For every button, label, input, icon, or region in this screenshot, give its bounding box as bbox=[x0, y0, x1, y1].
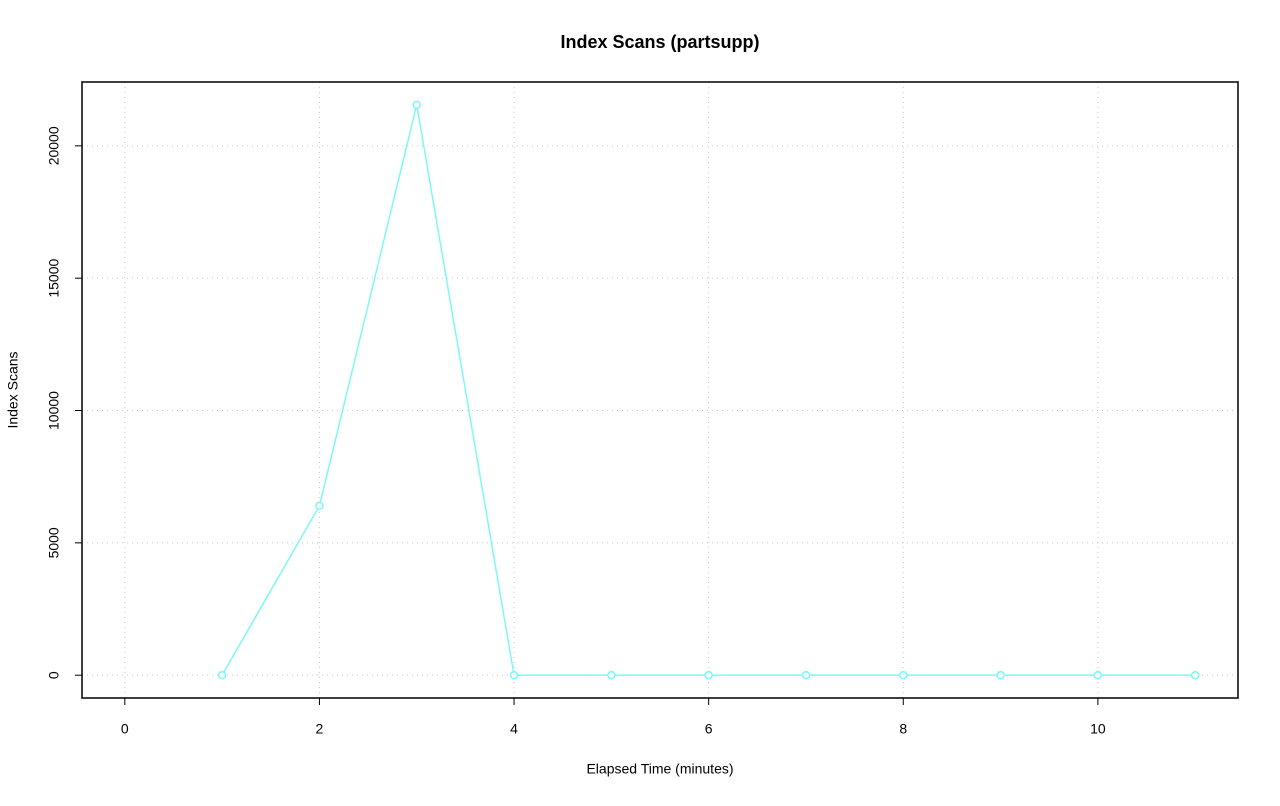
x-tick-label: 8 bbox=[899, 721, 907, 737]
y-tick-label: 10000 bbox=[46, 391, 62, 430]
data-point bbox=[217, 670, 227, 680]
data-point bbox=[801, 670, 811, 680]
data-point bbox=[509, 670, 519, 680]
y-tick-label: 15000 bbox=[46, 258, 62, 297]
x-tick-label: 10 bbox=[1090, 721, 1106, 737]
y-tick-label: 0 bbox=[46, 671, 62, 679]
data-point bbox=[607, 670, 616, 680]
x-tick-label: 4 bbox=[510, 721, 518, 737]
data-point bbox=[899, 670, 908, 680]
chart-title: Index Scans (partsupp) bbox=[560, 32, 759, 52]
x-tick-label: 2 bbox=[316, 721, 324, 737]
x-axis-title: Elapsed Time (minutes) bbox=[586, 761, 733, 777]
y-tick-label: 20000 bbox=[46, 126, 62, 165]
data-point bbox=[315, 501, 324, 511]
data-point bbox=[996, 670, 1005, 680]
data-point bbox=[1093, 670, 1103, 680]
data-point bbox=[1190, 670, 1200, 680]
y-axis-title: Index Scans bbox=[5, 351, 21, 428]
x-tick-label: 6 bbox=[705, 721, 713, 737]
y-tick-label: 5000 bbox=[46, 527, 62, 558]
x-tick-label: 0 bbox=[121, 721, 129, 737]
data-line bbox=[221, 104, 1196, 676]
plot-frame bbox=[81, 81, 1239, 699]
data-point bbox=[704, 670, 713, 680]
data-point bbox=[412, 100, 421, 110]
